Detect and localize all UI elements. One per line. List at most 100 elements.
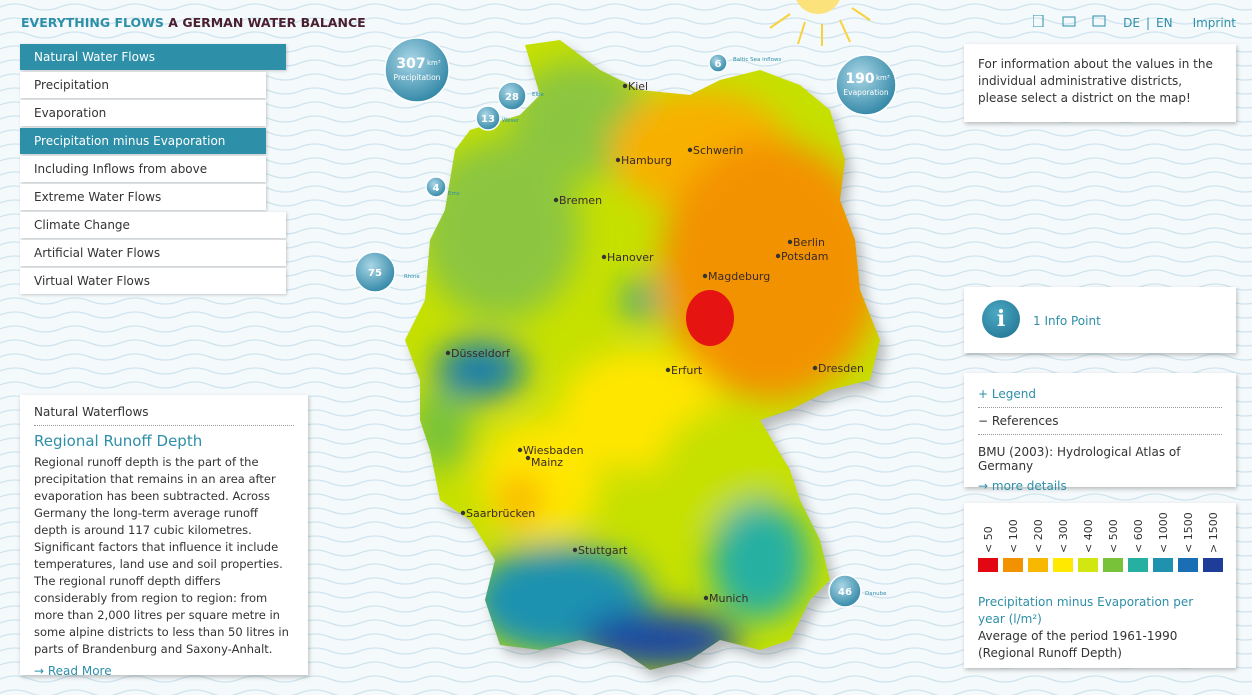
brand[interactable]: EVERYTHING FLOWS A GERMAN WATER BALANCE — [21, 15, 366, 30]
city-label[interactable]: Erfurt — [671, 364, 703, 377]
city-dot — [525, 455, 531, 461]
city-label[interactable]: Düsseldorf — [451, 347, 511, 360]
more-details[interactable]: → more details — [978, 479, 1067, 493]
flow-label: Baltic Sea inflows — [733, 57, 781, 63]
legend-label: < 500 — [1107, 519, 1120, 553]
more-details-label[interactable]: more details — [991, 479, 1067, 493]
city-dot — [517, 447, 523, 453]
lang-en[interactable]: EN — [1156, 16, 1173, 30]
info-icon[interactable]: i — [982, 300, 1020, 338]
legend-swatch — [978, 558, 998, 572]
menu-item[interactable]: Artificial Water Flows — [20, 240, 286, 266]
city-dot — [553, 197, 559, 203]
brand-subtitle[interactable]: A GERMAN WATER BALANCE — [168, 15, 366, 30]
references-toggle-label[interactable]: References — [991, 414, 1059, 428]
flow-bubble[interactable] — [384, 37, 450, 103]
flow-value: 28 — [505, 92, 519, 103]
legend-toggle[interactable]: + Legend — [978, 381, 1222, 408]
imprint-link[interactable]: Imprint — [1192, 16, 1236, 30]
read-more-label[interactable]: Read More — [47, 664, 112, 678]
legend-label: > 1500 — [1207, 512, 1220, 553]
city-label[interactable]: Stuttgart — [578, 544, 628, 557]
city-dot — [812, 365, 818, 371]
article-panel: Natural Waterflows Regional Runoff Depth… — [20, 395, 308, 678]
info-point-label[interactable]: 1 Info Point — [1033, 314, 1101, 328]
legend-swatch — [1178, 558, 1198, 572]
menu-item[interactable]: Precipitation minus Evaporation — [20, 128, 266, 154]
read-more[interactable]: → Read More — [34, 664, 112, 678]
city-label[interactable]: Dresden — [818, 362, 864, 375]
legend-label: < 400 — [1082, 519, 1095, 553]
legend-label: < 100 — [1007, 519, 1020, 553]
city-label[interactable]: Magdeburg — [708, 270, 770, 283]
city-dot — [703, 595, 709, 601]
legend-swatch — [1078, 558, 1098, 572]
city-label[interactable]: Kiel — [628, 80, 648, 93]
city-dot — [665, 367, 671, 373]
legend-panel: < 50 < 100 < 200 < 300 < 400 < 500 < 600 < 1000… — [964, 503, 1236, 668]
info-point-panel[interactable]: i 1 Info Point — [964, 287, 1236, 353]
info-panel: For information about the values in the … — [964, 44, 1236, 122]
legend-toggle-label[interactable]: Legend — [991, 387, 1036, 401]
city-label[interactable]: Hanover — [607, 251, 654, 264]
flow-value: 46 — [838, 587, 852, 598]
flow-unit: km³ — [427, 59, 441, 67]
city-label[interactable]: Munich — [709, 592, 749, 605]
city-dot — [622, 83, 628, 89]
city-dot — [460, 510, 466, 516]
article-title: Regional Runoff Depth — [34, 432, 203, 450]
flow-bubble[interactable] — [425, 176, 447, 198]
legend-title: Precipitation minus Evaporation per year… — [978, 595, 1194, 626]
legend-swatch — [1003, 558, 1023, 572]
brand-title[interactable]: EVERYTHING FLOWS — [21, 15, 164, 30]
city-dot — [775, 253, 781, 259]
flow-label: Danube — [865, 591, 887, 597]
city-label[interactable]: Mainz — [531, 456, 563, 469]
menu-item[interactable]: Precipitation — [20, 72, 266, 98]
nav-menu: Natural Water Flows Precipitation Evaporat… — [20, 44, 286, 296]
city-label[interactable]: Potsdam — [781, 250, 828, 263]
city-label[interactable]: Saarbrücken — [466, 507, 535, 520]
legend-swatch — [1103, 558, 1123, 572]
flow-bubble[interactable] — [828, 574, 862, 608]
city-label[interactable]: Berlin — [793, 236, 825, 249]
menu-item[interactable]: Natural Water Flows — [20, 44, 286, 70]
menu-item[interactable]: Virtual Water Flows — [20, 268, 286, 294]
city-label[interactable]: Schwerin — [693, 144, 743, 157]
city-label[interactable]: Bremen — [559, 194, 602, 207]
germany-map[interactable] — [390, 30, 890, 680]
sun — [769, 0, 871, 46]
flow-value: 75 — [368, 268, 382, 279]
flow-bubble[interactable] — [354, 251, 396, 293]
menu-item[interactable]: Extreme Water Flows — [20, 184, 266, 210]
menu-item[interactable]: Including Inflows from above — [20, 156, 266, 182]
lang-separator: | — [1145, 16, 1150, 30]
flow-bubble[interactable] — [835, 54, 897, 116]
city-label[interactable]: Wiesbaden — [523, 444, 584, 457]
flow-value: 190 — [845, 71, 874, 87]
legend-swatch — [1153, 558, 1173, 572]
flow-label: Weser — [502, 118, 520, 124]
flow-bubble[interactable] — [475, 105, 501, 131]
legend-swatch — [1128, 558, 1148, 572]
lang-de[interactable]: DE — [1123, 16, 1140, 30]
legend-label: < 50 — [982, 526, 995, 553]
flow-value: 307 — [396, 56, 425, 72]
city-dot — [601, 254, 607, 260]
flow-bubble[interactable] — [708, 53, 728, 73]
flow-bubble[interactable] — [497, 81, 527, 111]
info-text: For information about the values in the … — [978, 57, 1213, 105]
city-dot — [787, 239, 793, 245]
menu-item[interactable]: Evaporation — [20, 100, 266, 126]
flow-value: 13 — [481, 114, 495, 125]
references-toggle[interactable]: − References — [978, 408, 1222, 435]
references-panel: + Legend − References BMU (2003): Hydrol… — [964, 373, 1236, 493]
tool-icons[interactable] — [1032, 14, 1113, 28]
flow-unit: km³ — [876, 74, 890, 82]
legend-swatch — [1203, 558, 1223, 572]
city-dot — [615, 157, 621, 163]
city-dot — [702, 273, 708, 279]
city-label[interactable]: Hamburg — [621, 154, 672, 167]
menu-item[interactable]: Climate Change — [20, 212, 286, 238]
